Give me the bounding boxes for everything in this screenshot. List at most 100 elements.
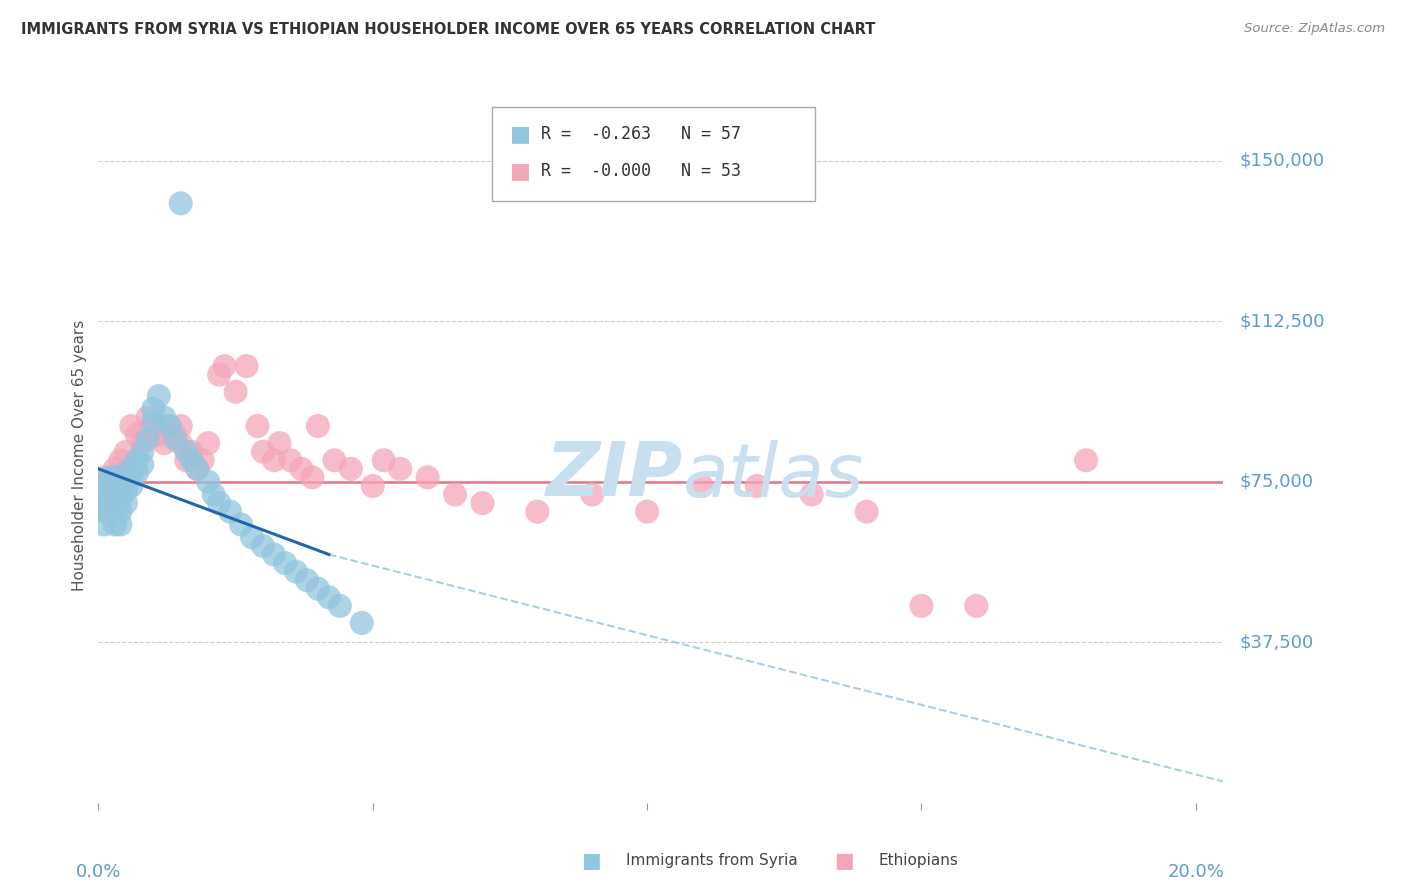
Point <box>290 462 312 476</box>
Point <box>208 368 231 382</box>
Point <box>240 530 263 544</box>
Point <box>235 359 257 373</box>
Point <box>98 470 121 484</box>
Point <box>136 432 159 446</box>
Point <box>301 470 323 484</box>
Point <box>965 599 987 613</box>
Point <box>174 444 197 458</box>
Point <box>159 419 181 434</box>
Point <box>115 466 138 480</box>
Point <box>191 453 214 467</box>
Point <box>263 453 285 467</box>
Point <box>153 436 176 450</box>
Text: $150,000: $150,000 <box>1240 152 1324 169</box>
Point <box>98 487 121 501</box>
Point <box>225 384 247 399</box>
Point <box>180 444 202 458</box>
Point <box>284 565 307 579</box>
Point <box>115 483 138 498</box>
Point <box>263 548 285 562</box>
Point <box>115 470 138 484</box>
Text: Immigrants from Syria: Immigrants from Syria <box>626 854 797 868</box>
Point <box>115 496 138 510</box>
Point <box>197 436 219 450</box>
Point <box>252 444 274 458</box>
Point <box>229 517 252 532</box>
Point <box>252 539 274 553</box>
Point <box>219 505 242 519</box>
Point <box>142 401 165 416</box>
Point <box>186 462 208 476</box>
Point <box>389 462 412 476</box>
Point <box>159 419 181 434</box>
Text: ZIP: ZIP <box>546 439 683 512</box>
Point <box>110 483 132 498</box>
Point <box>110 475 132 489</box>
Point <box>214 359 236 373</box>
Point <box>120 479 142 493</box>
Y-axis label: Householder Income Over 65 years: Householder Income Over 65 years <box>72 319 87 591</box>
Point <box>104 496 127 510</box>
Text: 0.0%: 0.0% <box>76 863 121 880</box>
Point <box>208 496 231 510</box>
Point <box>581 487 603 501</box>
Point <box>165 427 187 442</box>
Point <box>855 505 877 519</box>
Point <box>125 427 148 442</box>
Point <box>323 453 346 467</box>
Point <box>148 389 170 403</box>
Point <box>142 419 165 434</box>
Point <box>93 470 115 484</box>
Point <box>142 415 165 429</box>
Point <box>93 479 115 493</box>
Point <box>295 573 318 587</box>
Point <box>131 436 153 450</box>
Point <box>98 479 121 493</box>
Point <box>1074 453 1097 467</box>
Text: ■: ■ <box>510 161 531 181</box>
Point <box>104 487 127 501</box>
Point <box>125 466 148 480</box>
Text: R =  -0.000   N = 53: R = -0.000 N = 53 <box>541 162 741 180</box>
Point <box>165 432 187 446</box>
Point <box>444 487 467 501</box>
Point <box>125 453 148 467</box>
Point <box>329 599 352 613</box>
Point <box>93 491 115 506</box>
Text: $75,000: $75,000 <box>1240 473 1313 491</box>
Point <box>110 453 132 467</box>
Text: IMMIGRANTS FROM SYRIA VS ETHIOPIAN HOUSEHOLDER INCOME OVER 65 YEARS CORRELATION : IMMIGRANTS FROM SYRIA VS ETHIOPIAN HOUSE… <box>21 22 876 37</box>
Point <box>120 470 142 484</box>
Point <box>202 487 225 501</box>
Point <box>910 599 932 613</box>
Point <box>197 475 219 489</box>
Point <box>318 591 340 605</box>
Point <box>93 505 115 519</box>
Point <box>120 419 142 434</box>
Text: $112,500: $112,500 <box>1240 312 1326 330</box>
Point <box>745 479 768 493</box>
Point <box>170 436 193 450</box>
Point <box>120 462 142 476</box>
Point <box>690 479 713 493</box>
Point <box>180 453 202 467</box>
Text: R =  -0.263   N = 57: R = -0.263 N = 57 <box>541 125 741 143</box>
Point <box>115 444 138 458</box>
Point <box>148 427 170 442</box>
Point <box>170 419 193 434</box>
Point <box>131 458 153 472</box>
Point <box>104 505 127 519</box>
Point <box>104 470 127 484</box>
Point <box>340 462 363 476</box>
Point <box>307 582 329 596</box>
Point <box>471 496 494 510</box>
Point <box>93 517 115 532</box>
Point <box>98 479 121 493</box>
Text: ■: ■ <box>581 851 600 871</box>
Point <box>104 479 127 493</box>
Point <box>110 491 132 506</box>
Point <box>98 505 121 519</box>
Text: Source: ZipAtlas.com: Source: ZipAtlas.com <box>1244 22 1385 36</box>
Point <box>170 196 193 211</box>
Point <box>800 487 823 501</box>
